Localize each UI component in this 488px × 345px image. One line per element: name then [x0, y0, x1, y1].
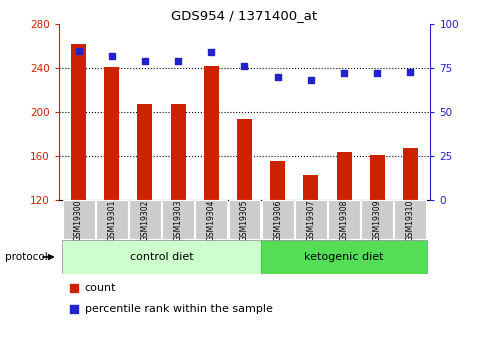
Bar: [96, 200, 127, 239]
Bar: [270, 160, 285, 200]
Bar: [195, 200, 227, 239]
Point: [108, 53, 116, 59]
Bar: [203, 66, 218, 200]
Bar: [402, 148, 417, 200]
Text: GSM19304: GSM19304: [206, 199, 215, 241]
Bar: [361, 200, 392, 239]
Bar: [394, 200, 426, 239]
Text: GSM19302: GSM19302: [140, 199, 149, 240]
Bar: [294, 200, 326, 239]
Text: percentile rank within the sample: percentile rank within the sample: [84, 304, 272, 314]
Text: count: count: [84, 283, 116, 293]
Bar: [369, 155, 384, 200]
Text: GSM19306: GSM19306: [273, 199, 282, 241]
Point: [306, 78, 314, 83]
Bar: [336, 152, 351, 200]
Text: GSM19309: GSM19309: [372, 199, 381, 241]
Bar: [104, 67, 119, 200]
Title: GDS954 / 1371400_at: GDS954 / 1371400_at: [171, 9, 317, 22]
Bar: [62, 200, 94, 239]
Point: [207, 50, 215, 55]
Bar: [228, 200, 260, 239]
Text: GSM19310: GSM19310: [405, 199, 414, 240]
Bar: [137, 105, 152, 200]
Text: GSM19301: GSM19301: [107, 199, 116, 240]
Bar: [303, 175, 318, 200]
Bar: [62, 240, 261, 274]
Point: [174, 58, 182, 64]
Point: [372, 71, 380, 76]
Bar: [237, 119, 251, 200]
Text: GSM19305: GSM19305: [240, 199, 248, 241]
Bar: [71, 44, 86, 200]
Text: ketogenic diet: ketogenic diet: [304, 252, 383, 262]
Text: GSM19307: GSM19307: [306, 199, 315, 241]
Text: protocol: protocol: [5, 252, 47, 262]
Point: [340, 71, 347, 76]
Bar: [162, 200, 194, 239]
Text: GSM19303: GSM19303: [173, 199, 182, 241]
Point: [273, 74, 281, 80]
Bar: [261, 200, 293, 239]
Point: [240, 63, 248, 69]
Text: GSM19300: GSM19300: [74, 199, 83, 241]
Point: [69, 285, 77, 290]
Bar: [327, 200, 359, 239]
Point: [406, 69, 413, 75]
Bar: [170, 105, 185, 200]
Point: [141, 58, 148, 64]
Bar: [129, 200, 161, 239]
Text: GSM19308: GSM19308: [339, 199, 348, 240]
Bar: [261, 240, 426, 274]
Point: [75, 48, 82, 53]
Point: [69, 306, 77, 312]
Text: control diet: control diet: [129, 252, 193, 262]
